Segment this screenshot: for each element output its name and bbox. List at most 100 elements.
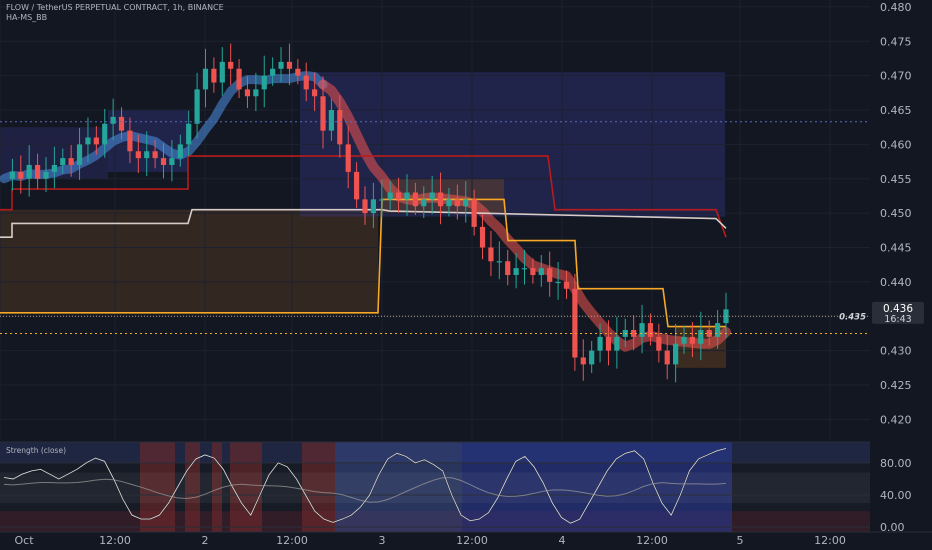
candle-body: [404, 192, 410, 200]
candle-body: [454, 199, 460, 207]
candle-body: [479, 226, 486, 248]
candle-body: [563, 281, 570, 289]
candle-body: [93, 137, 99, 145]
price-tick-label: 0.460: [880, 138, 912, 151]
candle-body: [135, 151, 141, 159]
candle-body: [496, 261, 502, 263]
candle-body: [295, 68, 301, 76]
candle-body: [681, 336, 687, 344]
time-tick-label: 3: [379, 534, 386, 547]
candle-body: [228, 61, 234, 69]
candle-body: [664, 350, 670, 365]
symbol-title: FLOW / TetherUS PERPETUAL CONTRACT, 1h, …: [6, 3, 224, 12]
candle-body: [429, 192, 435, 200]
time-tick-label: 12:00: [636, 534, 668, 547]
candle-body: [547, 268, 553, 282]
time-axis[interactable]: Oct 12:00 2 12:00 3 12:00 4 12:00 5 12:00: [0, 531, 932, 550]
candle-body: [328, 110, 335, 131]
candle-body: [76, 144, 83, 165]
price-axis-background: [870, 0, 932, 550]
candle-body: [689, 336, 696, 344]
candle-body: [202, 68, 209, 90]
candle-body: [370, 199, 376, 214]
candle-body: [286, 61, 293, 69]
candle-body: [698, 330, 704, 344]
candle-body: [177, 144, 183, 159]
candle-body: [110, 116, 116, 124]
candle-body: [127, 130, 133, 152]
candle-body: [421, 199, 427, 207]
time-axis-background: [0, 532, 932, 550]
candle-body: [261, 75, 267, 90]
time-tick-label: 5: [737, 534, 744, 547]
candle-body: [463, 199, 469, 207]
candle-body: [18, 171, 24, 179]
candle-body: [186, 123, 192, 145]
candle-body: [354, 171, 360, 200]
candle-body: [211, 68, 217, 83]
strength-highlight: [185, 442, 200, 532]
candle-body: [656, 336, 662, 351]
time-tick-label: Oct: [14, 534, 34, 547]
strength-tick-label: 40.00: [880, 489, 912, 502]
candle-body: [395, 192, 402, 200]
price-tick-label: 0.470: [880, 70, 912, 83]
candle-body: [9, 171, 15, 179]
strength-panel: [0, 441, 870, 532]
last-price-badge: [872, 301, 924, 324]
marked-level-label: 0.435: [839, 312, 866, 322]
candle-body: [345, 144, 351, 172]
candle-body: [513, 268, 519, 275]
candle-body: [471, 199, 477, 227]
upper-band-line: [0, 155, 727, 238]
strength-highlight: [230, 442, 262, 532]
lower-band-line: [0, 198, 726, 328]
candle-body: [639, 323, 645, 337]
strength-smoothed: [3, 477, 727, 503]
candle-body: [538, 268, 544, 275]
price-tick-label: 0.475: [880, 35, 912, 48]
price-tick-label: 0.480: [880, 1, 912, 14]
candle-body: [253, 89, 259, 97]
strength-highlight: [302, 442, 335, 532]
candle-body: [43, 171, 49, 179]
strength-tick-label: 0.00: [880, 521, 905, 534]
bands-layer: [0, 155, 727, 328]
candle-body: [379, 199, 385, 201]
candle-body: [68, 158, 74, 165]
candle-body: [446, 199, 452, 207]
price-tick-label: 0.440: [880, 276, 912, 289]
candle-body: [278, 61, 284, 69]
price-axis[interactable]: 0.480 0.475 0.470 0.465 0.460 0.455 0.450 0.445…: [870, 0, 932, 550]
candles-layer: [9, 43, 729, 383]
candle-body: [51, 165, 57, 172]
price-tick-label: 0.445: [880, 242, 912, 255]
time-tick-label: 12:00: [814, 534, 846, 547]
time-tick-label: 12:00: [456, 534, 488, 547]
candle-body: [706, 330, 712, 337]
candle-body: [152, 151, 158, 159]
candle-body: [580, 357, 586, 365]
candle-body: [647, 323, 654, 337]
price-tick-label: 0.430: [880, 345, 912, 358]
price-tick-label: 0.465: [880, 104, 912, 117]
countdown-label: 16:43: [884, 314, 911, 325]
candle-body: [505, 261, 511, 275]
time-tick-label: 2: [202, 534, 209, 547]
strength-mid-zone: [0, 472, 870, 504]
strength-highlight: [335, 442, 462, 532]
candle-body: [236, 68, 242, 90]
candle-body: [715, 323, 721, 337]
price-tick-label: 0.425: [880, 379, 912, 392]
candle-body: [270, 68, 276, 76]
price-tick-label: 0.450: [880, 207, 912, 220]
candle-body: [605, 336, 612, 351]
strength-highlight: [212, 442, 222, 532]
candle-body: [589, 350, 595, 365]
candle-body: [118, 116, 125, 131]
strength-highlight: [140, 442, 175, 532]
candle-body: [34, 165, 41, 179]
time-tick-label: 4: [559, 534, 566, 547]
candle-body: [530, 268, 536, 275]
